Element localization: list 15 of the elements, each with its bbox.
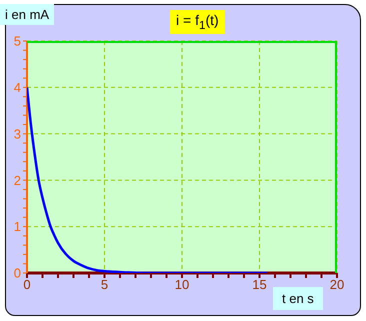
y-tick-label: 5 [14, 34, 21, 49]
x-tick-label: 20 [330, 277, 344, 292]
y-tick-label: 2 [14, 172, 21, 188]
x-tick-label: 15 [252, 277, 267, 292]
chart-title: i = f$_{1}$(t) [176, 12, 219, 32]
y-tick-label: 4 [14, 80, 21, 96]
x-tick-label: 5 [100, 277, 108, 292]
y-tick-label: 0 [14, 266, 21, 281]
y-tick-label: 3 [14, 126, 21, 142]
line-series [27, 86, 268, 273]
y-axis-title: i en mA [5, 7, 50, 22]
x-tick-label: 0 [23, 277, 31, 292]
y-tick-label: 1 [14, 219, 21, 234]
x-axis-title: t en s [282, 291, 314, 306]
x-tick-label: 10 [174, 277, 190, 292]
